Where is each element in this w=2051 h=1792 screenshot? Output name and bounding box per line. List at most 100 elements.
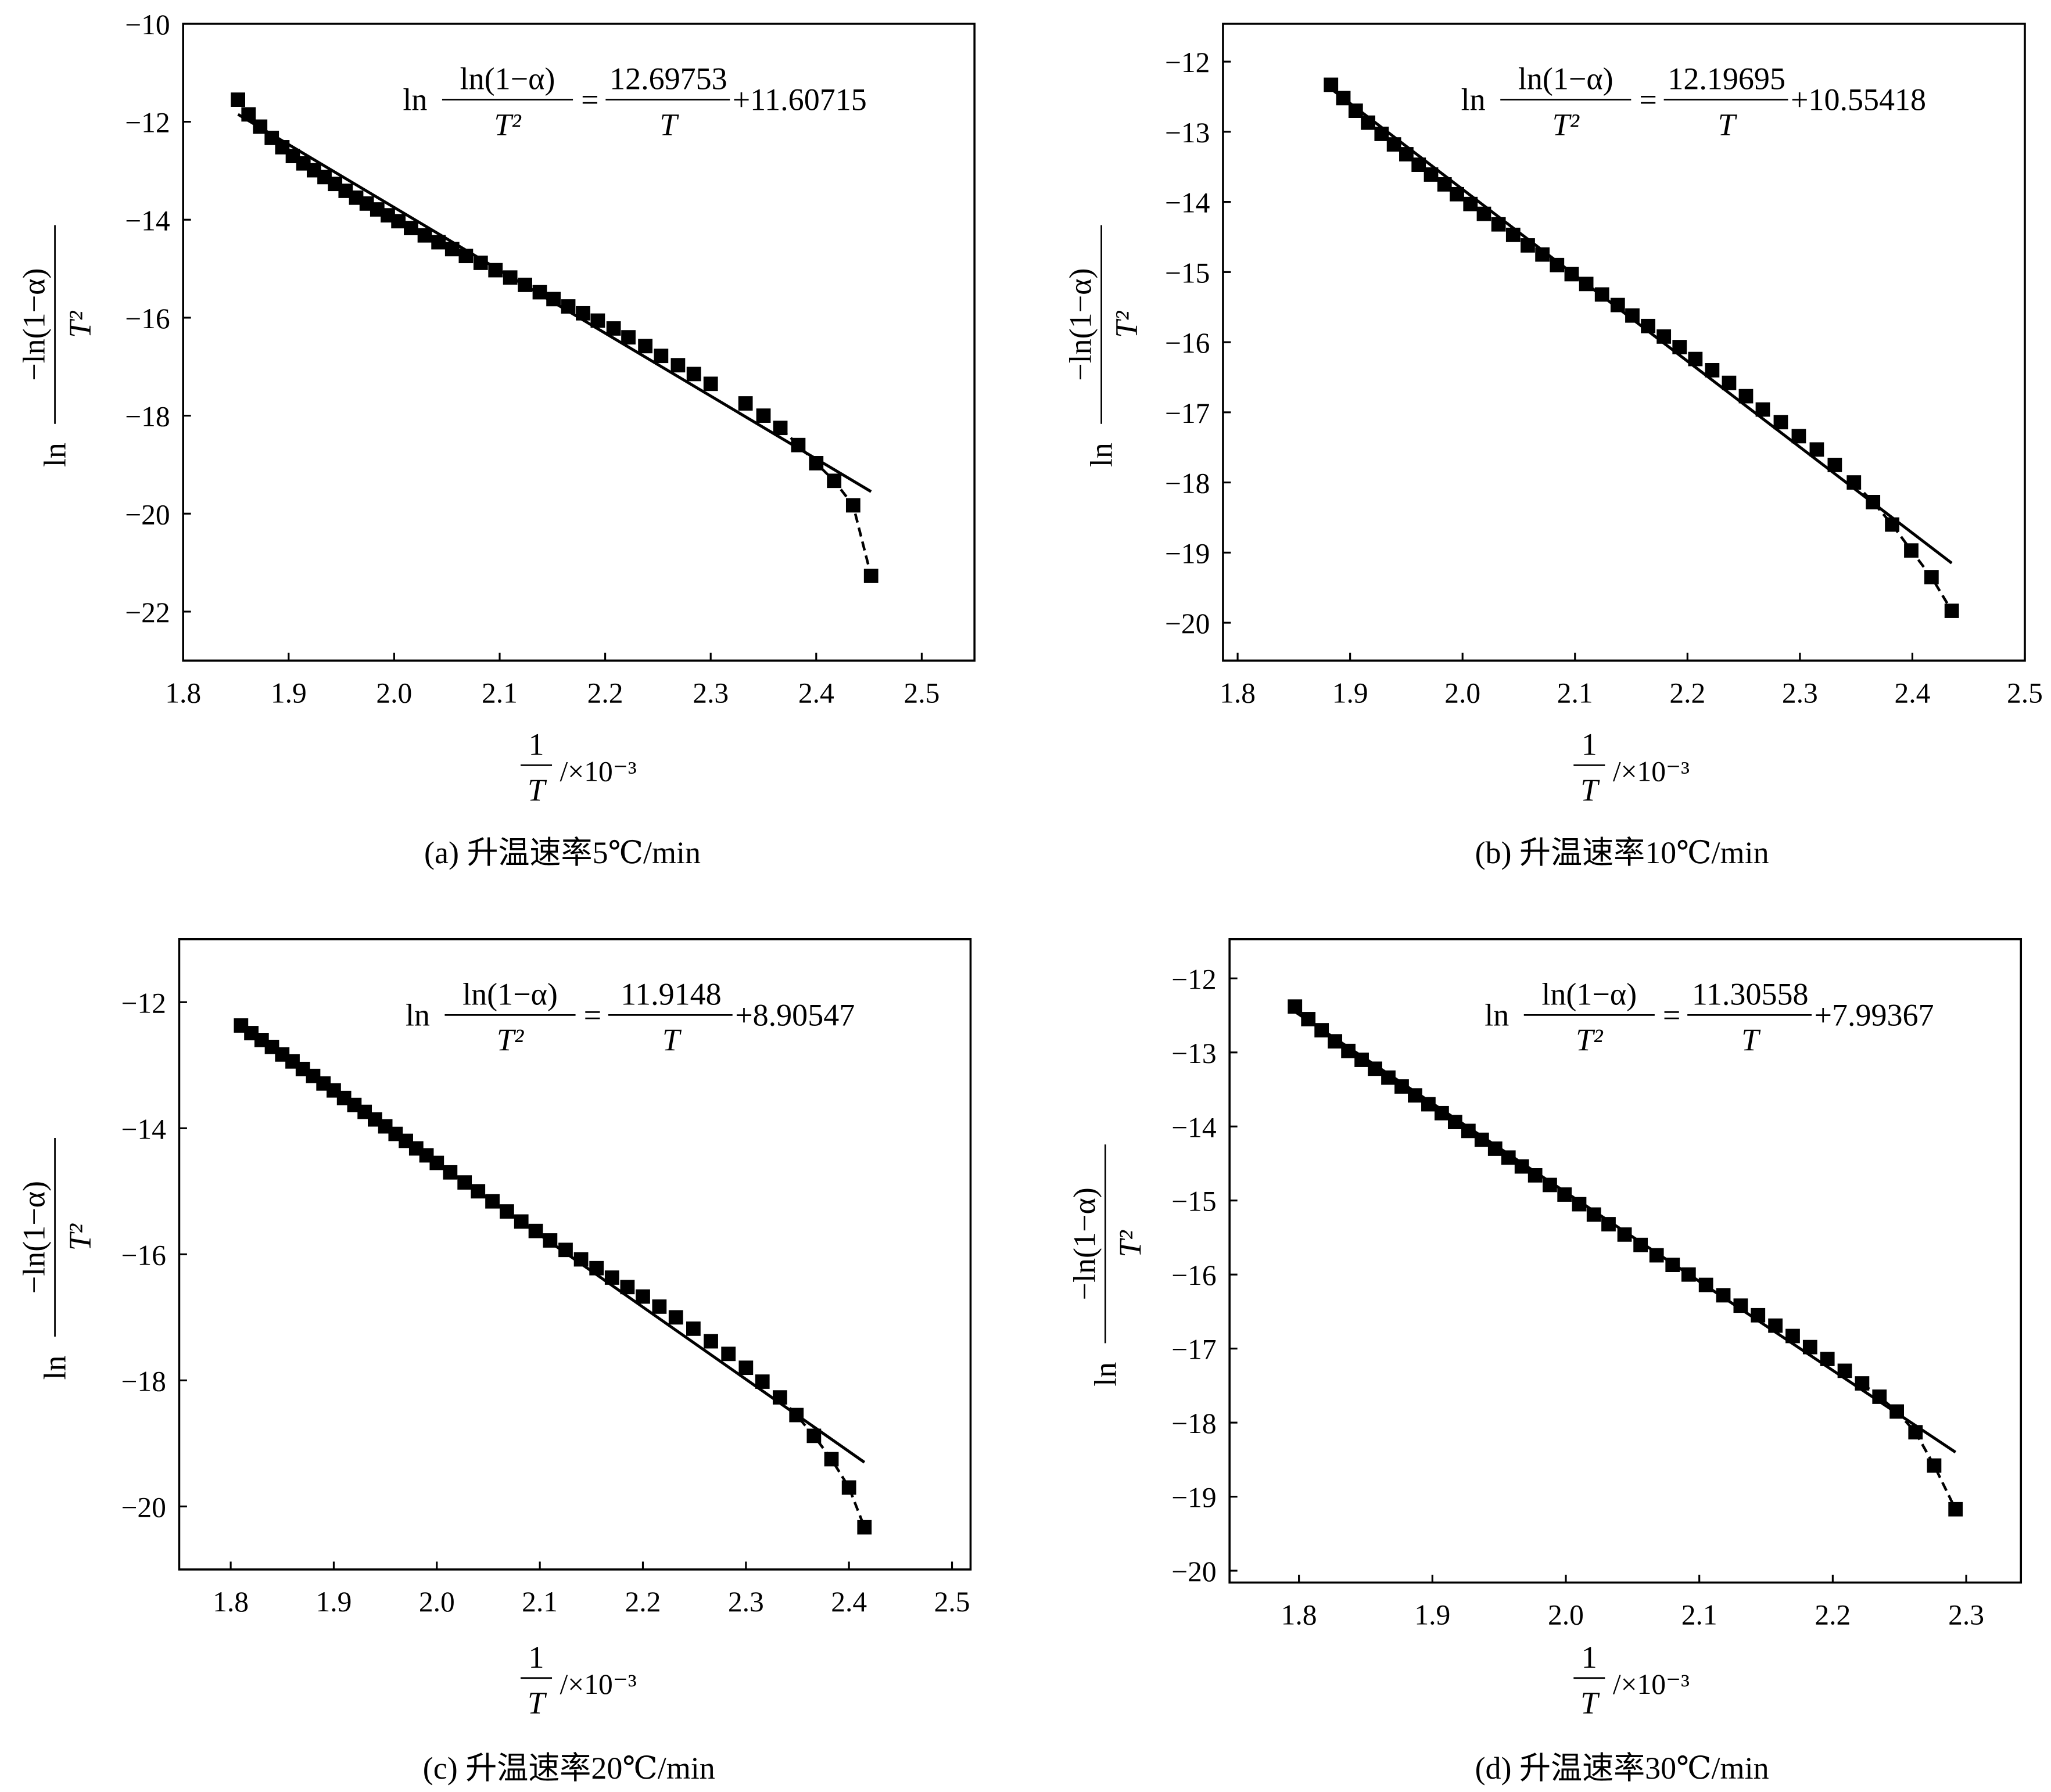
equation-rhs-denominator: T (662, 1022, 682, 1057)
data-point (1641, 318, 1655, 333)
data-point (703, 376, 718, 392)
equation-lhs-denominator: T² (497, 1022, 524, 1057)
y-label-ln: ln (38, 443, 73, 467)
data-point (1688, 351, 1703, 367)
panel-caption: (b) 升温速率10℃/min (1475, 835, 1769, 870)
x-tick-label: 2.0 (1444, 677, 1480, 709)
data-point (1948, 1502, 1963, 1517)
data-point (1904, 543, 1919, 558)
data-point (1855, 1376, 1870, 1391)
y-tick-label: −18 (121, 1365, 166, 1397)
x-tick-label: 1.8 (1281, 1599, 1317, 1631)
data-point (809, 456, 824, 471)
data-point (755, 1374, 770, 1389)
data-point (704, 1334, 718, 1349)
x-label-denominator: T (1580, 1686, 1600, 1721)
data-point (1872, 1389, 1887, 1404)
data-point (503, 270, 518, 285)
data-point (1550, 257, 1565, 272)
x-tick-label: 2.1 (1557, 677, 1593, 709)
data-point (772, 1390, 787, 1405)
data-point (670, 358, 686, 373)
data-point (638, 339, 652, 354)
data-point (1617, 1227, 1632, 1242)
chart-panel-b: 1.8 1.9 2.0 2.1 2.2 2.3 2.4 2.5 −12 −13 −14 −15 −16 −… (1063, 23, 2043, 870)
data-point (1341, 1043, 1356, 1058)
x-label-unit: /×10⁻³ (560, 1668, 637, 1700)
x-tick-label: 2.5 (934, 1586, 970, 1618)
y-tick-label: −12 (125, 107, 170, 139)
data-point (1336, 91, 1351, 106)
x-tick-label: 2.2 (625, 1586, 661, 1618)
data-point (1633, 1237, 1648, 1252)
x-label-numerator: 1 (1582, 727, 1597, 762)
data-point (1487, 1141, 1503, 1156)
x-tick-label: 1.8 (165, 677, 201, 709)
data-point (1785, 1328, 1800, 1344)
x-label-unit: /×10⁻³ (1613, 1668, 1690, 1700)
y-tick-label: −14 (125, 204, 170, 236)
y-tick-label: −14 (1165, 187, 1210, 219)
data-point (514, 1214, 529, 1229)
equation-lhs-numerator: ln(1−α) (1518, 61, 1613, 96)
y-label-numerator: −ln(1−α) (17, 268, 52, 381)
data-point (1672, 340, 1687, 354)
data-point (473, 256, 488, 270)
data-point (590, 313, 605, 328)
data-point (806, 1428, 822, 1443)
data-point (1411, 157, 1426, 172)
data-point (1827, 458, 1842, 472)
data-point (488, 263, 503, 278)
y-tick-label: −20 (1165, 608, 1210, 640)
y-tick-label: −14 (121, 1113, 166, 1145)
data-point (841, 1480, 856, 1495)
x-tick-label: 2.3 (1782, 677, 1818, 709)
equation-slope: 12.19695 (1668, 61, 1785, 96)
data-point (652, 1299, 667, 1314)
data-point (1505, 227, 1521, 242)
data-point (1866, 495, 1881, 509)
equation-rhs-denominator: T (659, 107, 679, 142)
x-tick-label: 2.3 (1948, 1599, 1984, 1631)
equation-slope: 12.69753 (609, 61, 727, 96)
data-point (1437, 177, 1452, 192)
data-point (1820, 1352, 1835, 1366)
data-point (500, 1204, 514, 1219)
data-point (1594, 287, 1609, 302)
y-label-ln: ln (1084, 443, 1119, 467)
data-point (241, 107, 256, 122)
y-tick-label: −16 (125, 303, 170, 335)
data-point (824, 1452, 839, 1467)
equation-equals: = (1663, 997, 1680, 1032)
data-point (457, 1175, 472, 1190)
y-tick-label: −20 (125, 498, 170, 530)
x-tick-label: 2.1 (1681, 1599, 1717, 1631)
y-axis-label: ln −ln(1−α) T² (1063, 225, 1143, 467)
data-point (1698, 1277, 1713, 1292)
y-label-ln: ln (1088, 1362, 1123, 1387)
data-point (417, 228, 432, 243)
y-tick-label: −16 (1171, 1259, 1216, 1291)
data-point (1528, 1168, 1543, 1183)
data-point (1809, 442, 1824, 457)
data-point (606, 321, 621, 336)
data-point (773, 421, 788, 436)
equation-ln: ln (1485, 997, 1509, 1032)
data-point (1846, 475, 1862, 490)
y-tick-label: −13 (1165, 117, 1210, 149)
x-label-denominator: T (528, 773, 547, 807)
data-point (231, 92, 245, 107)
data-point (561, 299, 576, 314)
equation-intercept: +10.55418 (1791, 82, 1926, 117)
x-axis-label: 1 T /×10⁻³ (521, 727, 637, 807)
equation-slope: 11.30558 (1692, 976, 1809, 1011)
data-point (791, 437, 806, 453)
data-point (1461, 1123, 1476, 1139)
data-point (528, 1223, 543, 1238)
y-tick-label: −19 (1165, 537, 1210, 569)
plot-frame (182, 23, 976, 662)
equation-slope: 11.9148 (621, 976, 722, 1011)
data-point (1564, 267, 1579, 282)
x-tick-label: 1.9 (271, 677, 307, 709)
data-point (1889, 1404, 1904, 1419)
